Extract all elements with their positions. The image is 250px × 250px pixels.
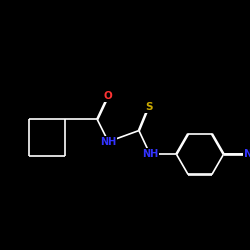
Text: NH: NH bbox=[142, 149, 158, 159]
Text: S: S bbox=[145, 102, 152, 112]
Text: NH: NH bbox=[100, 137, 116, 147]
Text: O: O bbox=[104, 91, 113, 101]
Text: N: N bbox=[244, 149, 250, 159]
